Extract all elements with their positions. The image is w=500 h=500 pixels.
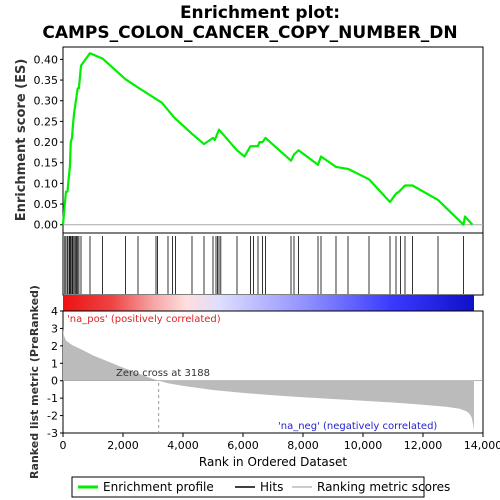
es-y-axis-label: Enrichment score (ES)	[14, 59, 29, 222]
chart-title-line2: CAMPS_COLON_CANCER_COPY_NUMBER_DN	[42, 23, 457, 43]
chart-title-line1: Enrichment plot:	[180, 3, 340, 23]
es-y-tick-label: 0.35	[34, 74, 59, 87]
metric-y-tick-label: -3	[47, 427, 58, 440]
x-axis: 0 2,000 4,000 6,000 8,000 10,000 12,000 14,000	[60, 433, 500, 452]
metric-y-tick-label: 0	[51, 375, 58, 388]
es-y-tick-label: 0.15	[34, 157, 59, 170]
x-tick-label: 0	[60, 439, 67, 452]
hits-panel	[62, 232, 484, 296]
metric-y-axis-label: Ranked list metric (PreRanked)	[28, 285, 41, 479]
x-tick-label: 4,000	[167, 439, 199, 452]
es-y-tick-label: 0.05	[34, 198, 59, 211]
neg-correlated-label: 'na_neg' (negatively correlated)	[278, 421, 437, 432]
x-tick-label: 14,000	[464, 439, 500, 452]
x-tick-label: 8,000	[287, 439, 319, 452]
x-tick-label: 6,000	[227, 439, 259, 452]
x-tick-label: 2,000	[107, 439, 139, 452]
metric-y-tick-label: 4	[51, 305, 58, 318]
x-tick-label: 10,000	[344, 439, 383, 452]
hit-marks	[64, 236, 464, 294]
es-profile-line	[61, 52, 474, 226]
metric-area	[63, 328, 474, 432]
es-y-tick-label: 0.10	[34, 177, 59, 190]
legend-hits-label: Hits	[260, 480, 283, 494]
es-series	[61, 52, 474, 226]
es-panel	[62, 46, 484, 234]
es-y-tick-label: 0.30	[34, 95, 59, 108]
x-axis-label: Rank in Ordered Dataset	[199, 455, 347, 469]
zero-cross-label: Zero cross at 3188	[116, 368, 210, 379]
metric-y-axis: -3 -2 -1 0 1 2 3 4	[47, 305, 63, 440]
pos-correlated-label: 'na_pos' (positively correlated)	[67, 314, 221, 325]
es-y-tick-label: 0.40	[34, 53, 59, 66]
es-y-tick-label: 0.20	[34, 136, 59, 149]
metric-y-tick-label: 1	[51, 357, 58, 370]
metric-y-tick-label: 2	[51, 340, 58, 353]
legend-ranking-label: Ranking metric scores	[317, 480, 450, 494]
rank-colorbar	[63, 295, 474, 311]
es-y-axis: 0.00 0.05 0.10 0.15 0.20 0.25 0.30 0.35 0.40	[34, 53, 63, 232]
metric-y-tick-label: -1	[47, 392, 58, 405]
x-tick-label: 12,000	[404, 439, 443, 452]
metric-y-tick-label: 3	[51, 322, 58, 335]
legend-profile-label: Enrichment profile	[103, 480, 214, 494]
metric-y-tick-label: -2	[47, 410, 58, 423]
metric-series	[63, 328, 474, 432]
es-y-tick-label: 0.00	[34, 219, 59, 232]
es-y-tick-label: 0.25	[34, 115, 59, 128]
